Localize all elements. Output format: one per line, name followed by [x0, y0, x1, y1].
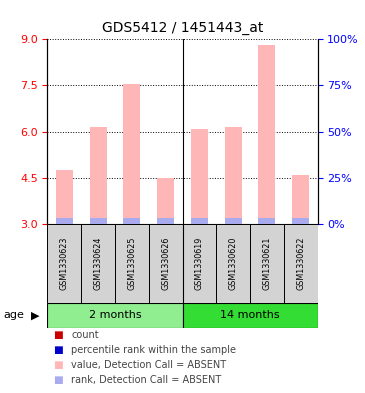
Text: ■: ■ [53, 330, 63, 340]
Text: GSM1330625: GSM1330625 [127, 237, 137, 290]
Bar [258, 219, 275, 224]
Text: GSM1330621: GSM1330621 [262, 237, 272, 290]
Text: ■: ■ [53, 345, 63, 355]
Text: GSM1330622: GSM1330622 [296, 237, 305, 290]
Title: GDS5412 / 1451443_at: GDS5412 / 1451443_at [102, 22, 263, 35]
Text: ▶: ▶ [31, 310, 39, 320]
Bar [225, 127, 242, 224]
Text: GSM1330623: GSM1330623 [60, 237, 69, 290]
Bar [225, 219, 242, 224]
Bar [258, 46, 275, 224]
Text: rank, Detection Call = ABSENT: rank, Detection Call = ABSENT [71, 375, 222, 385]
FancyBboxPatch shape [216, 224, 250, 303]
FancyBboxPatch shape [250, 224, 284, 303]
Bar [123, 219, 140, 224]
Text: GSM1330624: GSM1330624 [93, 237, 103, 290]
Bar [292, 175, 309, 224]
Bar [191, 219, 208, 224]
Text: ■: ■ [53, 360, 63, 370]
Bar [191, 129, 208, 224]
FancyBboxPatch shape [47, 224, 81, 303]
Bar [56, 170, 73, 224]
Text: value, Detection Call = ABSENT: value, Detection Call = ABSENT [71, 360, 226, 370]
FancyBboxPatch shape [115, 224, 149, 303]
Bar [157, 178, 174, 224]
Bar [123, 84, 140, 224]
FancyBboxPatch shape [81, 224, 115, 303]
FancyBboxPatch shape [284, 224, 318, 303]
Bar [90, 127, 107, 224]
Bar [56, 219, 73, 224]
Text: 2 months: 2 months [89, 310, 141, 320]
Text: count: count [71, 330, 99, 340]
Text: percentile rank within the sample: percentile rank within the sample [71, 345, 236, 355]
Text: GSM1330620: GSM1330620 [228, 237, 238, 290]
Text: ■: ■ [53, 375, 63, 385]
FancyBboxPatch shape [182, 224, 216, 303]
FancyBboxPatch shape [149, 224, 182, 303]
FancyBboxPatch shape [47, 303, 182, 328]
FancyBboxPatch shape [182, 303, 318, 328]
Bar [157, 219, 174, 224]
Bar [292, 219, 309, 224]
Text: GSM1330619: GSM1330619 [195, 237, 204, 290]
Text: GSM1330626: GSM1330626 [161, 237, 170, 290]
Bar [90, 219, 107, 224]
Text: 14 months: 14 months [220, 310, 280, 320]
Text: age: age [4, 310, 24, 320]
